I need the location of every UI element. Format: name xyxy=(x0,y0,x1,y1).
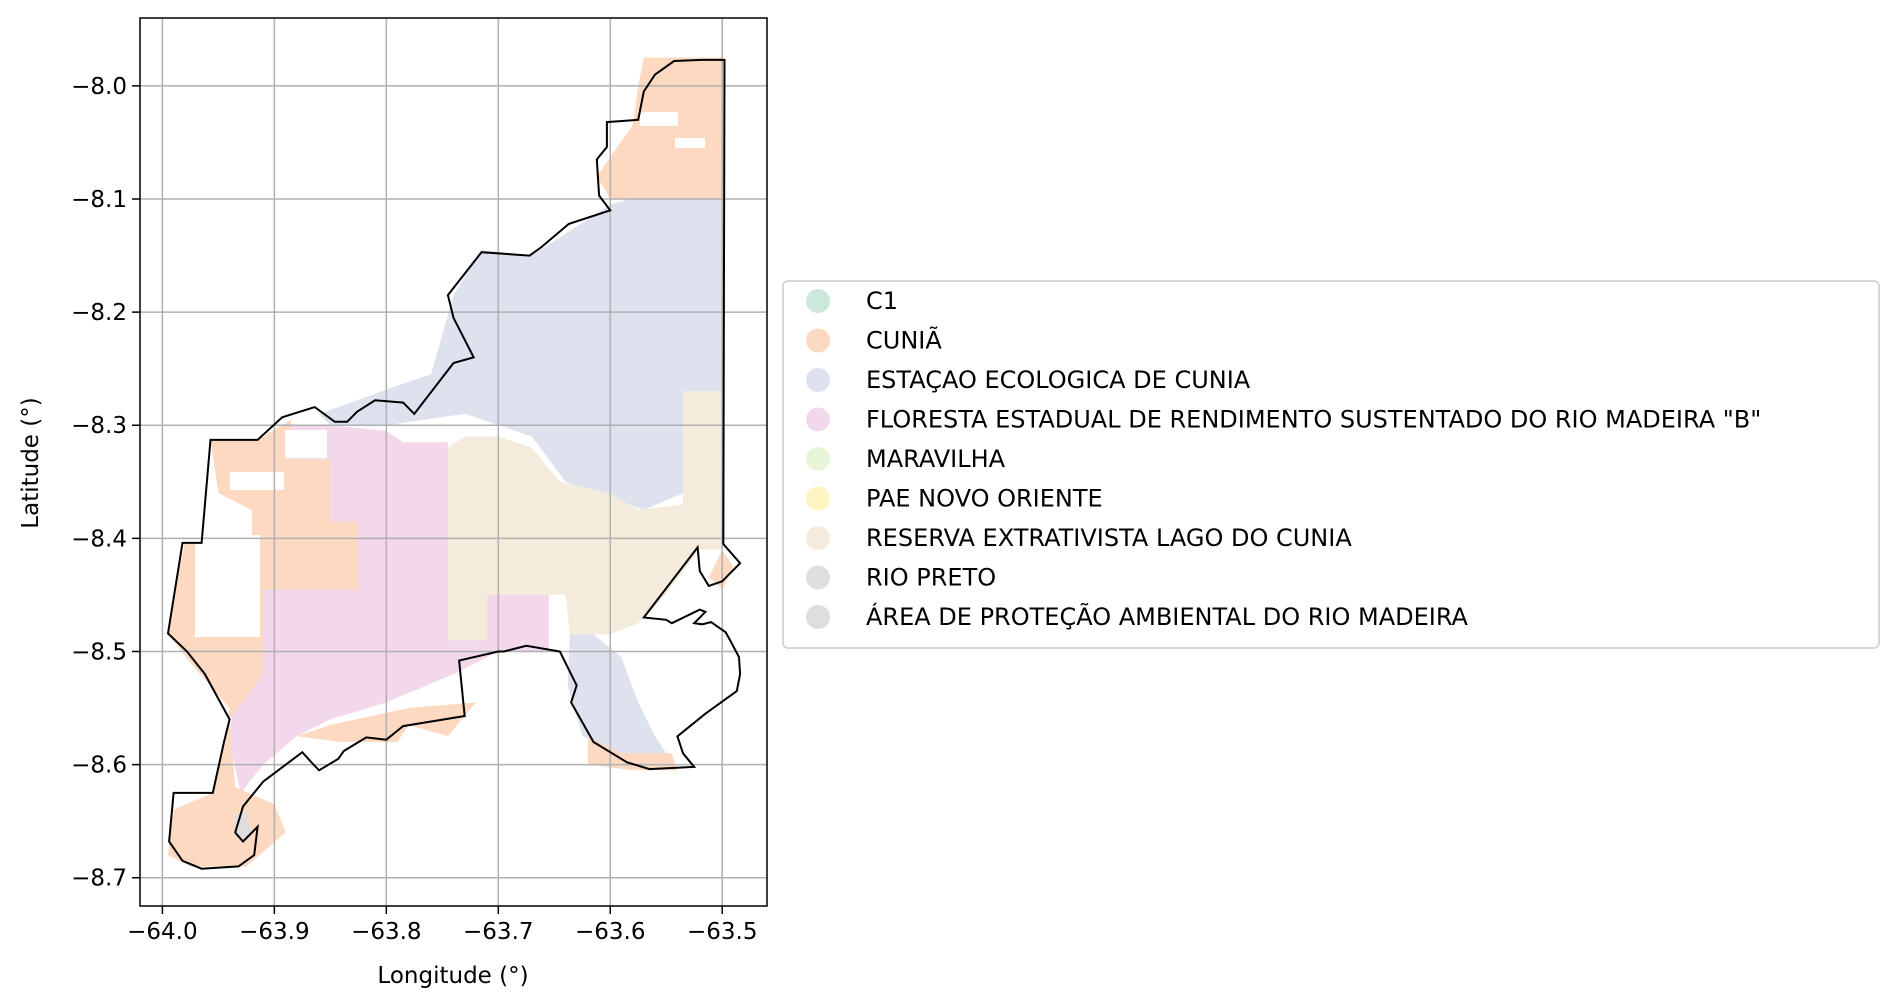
x-tick-label: −63.9 xyxy=(239,919,309,945)
uncovered-area xyxy=(285,430,327,458)
legend-swatch xyxy=(806,368,830,392)
legend-label: C1 xyxy=(866,287,898,315)
legend-label: PAE NOVO ORIENTE xyxy=(866,485,1103,513)
x-tick-label: −63.7 xyxy=(463,919,533,945)
y-tick-label: −8.5 xyxy=(71,639,127,665)
uncovered-areas xyxy=(195,112,705,637)
region-polygon xyxy=(229,425,549,793)
y-tick-label: −8.4 xyxy=(71,526,127,552)
uncovered-area xyxy=(230,472,284,490)
y-tick-label: −8.0 xyxy=(71,74,127,100)
region-polygon xyxy=(319,199,723,511)
legend-items: C1 CUNIÃ ESTAÇAO ECOLOGICA DE CUNIA FLOREST… xyxy=(806,287,1761,631)
y-tick-label: −8.6 xyxy=(71,753,127,779)
region-polygons xyxy=(168,57,734,867)
region-polygon xyxy=(567,634,667,754)
legend-swatch xyxy=(806,486,830,511)
region-polygon xyxy=(447,391,723,641)
uncovered-area xyxy=(195,535,260,637)
plot-area xyxy=(139,17,768,907)
y-axis-ticks: −8.0 −8.1 −8.2 −8.3 −8.4 −8.5 −8.6 −8.7 xyxy=(71,74,140,892)
legend-label: MARAVILHA xyxy=(866,445,1006,473)
legend-swatch xyxy=(806,328,830,353)
uncovered-area xyxy=(675,138,705,148)
y-tick-label: −8.7 xyxy=(71,866,127,892)
region-polygon xyxy=(708,549,734,590)
x-tick-label: −63.5 xyxy=(687,919,757,945)
x-tick-label: −63.6 xyxy=(575,919,645,945)
x-axis-ticks: −64.0 −63.9 −63.8 −63.7 −63.6 −63.5 xyxy=(127,906,757,945)
legend-swatch xyxy=(806,289,830,313)
legend-label: RESERVA EXTRATIVISTA LAGO DO CUNIA xyxy=(866,524,1352,552)
legend-label: ÁREA DE PROTEÇÃO AMBIENTAL DO RIO MADEIR… xyxy=(866,601,1469,631)
legend-label: RIO PRETO xyxy=(866,564,996,592)
legend-swatch xyxy=(806,407,830,432)
y-tick-label: −8.3 xyxy=(71,413,127,439)
x-axis-label: Longitude (°) xyxy=(377,963,528,989)
legend-label: FLORESTA ESTADUAL DE RENDIMENTO SUSTENTA… xyxy=(866,406,1761,434)
grid-lines xyxy=(140,18,767,906)
legend-swatch xyxy=(806,605,830,629)
legend: C1 CUNIÃ ESTAÇAO ECOLOGICA DE CUNIA FLOREST… xyxy=(782,280,1880,649)
y-tick-label: −8.2 xyxy=(71,300,127,326)
legend-swatch xyxy=(806,526,830,550)
region-polygon xyxy=(168,419,359,867)
y-axis-label: Latitude (°) xyxy=(18,397,44,528)
region-polygon xyxy=(596,57,723,199)
x-tick-label: −63.8 xyxy=(351,919,421,945)
y-tick-label: −8.1 xyxy=(71,187,127,213)
legend-label: CUNIÃ xyxy=(866,325,942,355)
legend-swatch xyxy=(806,447,830,471)
legend-swatch xyxy=(806,565,830,590)
region-outline xyxy=(166,58,742,870)
plot-frame xyxy=(139,17,768,907)
uncovered-area xyxy=(640,112,678,126)
x-tick-label: −64.0 xyxy=(127,919,197,945)
legend-box xyxy=(782,280,1880,649)
legend-label: ESTAÇAO ECOLOGICA DE CUNIA xyxy=(866,366,1251,394)
